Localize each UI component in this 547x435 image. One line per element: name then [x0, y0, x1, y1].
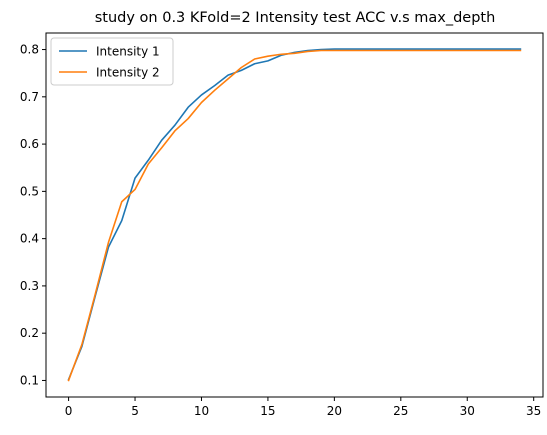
x-tick-label: 0: [65, 404, 73, 418]
y-axis: 0.1 0.2 0.3 0.4 0.5 0.6 0.7 0.8: [20, 43, 46, 387]
legend: Intensity 1 Intensity 2: [50, 37, 174, 86]
x-tick-label: 15: [260, 404, 275, 418]
x-tick-label: 25: [393, 404, 408, 418]
y-tick-label: 0.8: [20, 43, 39, 57]
y-tick-label: 0.6: [20, 137, 39, 151]
x-tick-label: 30: [460, 404, 475, 418]
x-tick-label: 35: [526, 404, 541, 418]
x-tick-label: 20: [327, 404, 342, 418]
series-line-intensity-1: [67, 48, 522, 381]
x-axis: 0 5 10 15 20 25 30 35: [65, 397, 541, 418]
y-tick-label: 0.2: [20, 326, 39, 340]
y-tick-label: 0.4: [20, 232, 39, 246]
legend-label: Intensity 1: [96, 45, 160, 59]
x-tick-label: 10: [194, 404, 209, 418]
y-tick-label: 0.3: [20, 279, 39, 293]
x-tick-label: 5: [131, 404, 139, 418]
plot-lines: [67, 48, 522, 382]
y-tick-label: 0.5: [20, 184, 39, 198]
legend-box: [50, 37, 174, 86]
series-line-intensity-2: [67, 49, 522, 382]
y-tick-label: 0.7: [20, 90, 39, 104]
plot-frame: [45, 32, 544, 398]
legend-label: Intensity 2: [96, 66, 160, 80]
chart-title: study on 0.3 KFold=2 Intensity test ACC …: [95, 10, 496, 26]
y-tick-label: 0.1: [20, 373, 39, 387]
